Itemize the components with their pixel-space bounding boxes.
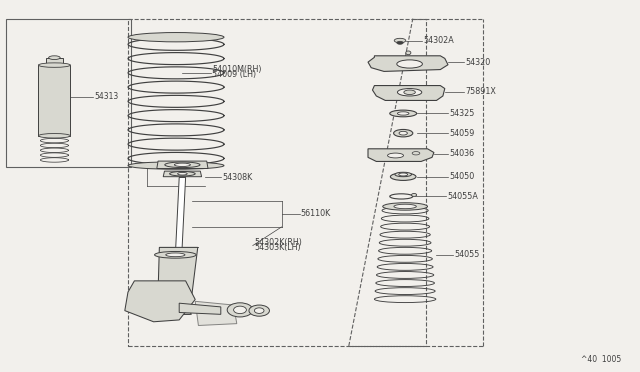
Text: 54036: 54036	[449, 149, 474, 158]
Ellipse shape	[399, 131, 408, 135]
Polygon shape	[38, 65, 70, 136]
Ellipse shape	[412, 193, 417, 196]
Polygon shape	[125, 281, 195, 322]
Ellipse shape	[255, 308, 264, 313]
Ellipse shape	[177, 172, 187, 175]
Ellipse shape	[390, 173, 416, 180]
Ellipse shape	[165, 162, 200, 167]
Text: 54308K: 54308K	[222, 173, 252, 182]
Ellipse shape	[397, 41, 403, 44]
Ellipse shape	[170, 171, 195, 176]
Ellipse shape	[394, 38, 406, 43]
Ellipse shape	[388, 153, 404, 158]
Ellipse shape	[128, 32, 224, 42]
Ellipse shape	[249, 305, 269, 316]
Ellipse shape	[399, 173, 408, 176]
Ellipse shape	[128, 162, 224, 169]
Ellipse shape	[395, 172, 412, 177]
Bar	[128, 19, 426, 346]
Ellipse shape	[383, 203, 428, 210]
Ellipse shape	[49, 56, 60, 60]
Bar	[6, 19, 131, 167]
Ellipse shape	[394, 204, 417, 209]
Ellipse shape	[234, 306, 246, 314]
Ellipse shape	[397, 112, 409, 115]
Text: 54010M(RH): 54010M(RH)	[212, 65, 262, 74]
Ellipse shape	[397, 60, 422, 68]
Text: ^40  1005: ^40 1005	[580, 355, 621, 364]
Text: 54050: 54050	[449, 172, 474, 181]
Text: 54313: 54313	[94, 92, 118, 101]
Text: 54303K(LH): 54303K(LH)	[254, 243, 301, 252]
Polygon shape	[368, 56, 448, 71]
Text: 56110K: 56110K	[301, 209, 331, 218]
Text: 54302A: 54302A	[424, 36, 454, 45]
Polygon shape	[372, 86, 445, 100]
Ellipse shape	[38, 63, 70, 67]
Text: 54302K(RH): 54302K(RH)	[254, 238, 302, 247]
Polygon shape	[163, 171, 202, 177]
Ellipse shape	[394, 129, 413, 137]
Ellipse shape	[397, 89, 422, 96]
Text: 54009 (LH): 54009 (LH)	[212, 70, 257, 79]
Polygon shape	[175, 177, 186, 255]
Text: 54055A: 54055A	[447, 192, 478, 201]
Ellipse shape	[166, 253, 185, 257]
Polygon shape	[368, 149, 434, 161]
Text: 54325: 54325	[449, 109, 475, 118]
Polygon shape	[195, 301, 237, 326]
Text: 75891X: 75891X	[465, 87, 496, 96]
Polygon shape	[157, 247, 198, 314]
Polygon shape	[138, 285, 191, 314]
Ellipse shape	[174, 163, 191, 166]
Text: 54320: 54320	[465, 58, 490, 67]
Text: 54055: 54055	[454, 250, 480, 259]
Ellipse shape	[38, 134, 70, 138]
Ellipse shape	[404, 90, 415, 94]
Polygon shape	[46, 58, 63, 65]
Ellipse shape	[390, 110, 417, 117]
Ellipse shape	[406, 51, 411, 55]
Polygon shape	[179, 303, 221, 314]
Text: 54059: 54059	[449, 129, 475, 138]
Ellipse shape	[227, 303, 253, 317]
Polygon shape	[157, 161, 208, 169]
Ellipse shape	[154, 251, 196, 258]
Ellipse shape	[412, 152, 420, 155]
